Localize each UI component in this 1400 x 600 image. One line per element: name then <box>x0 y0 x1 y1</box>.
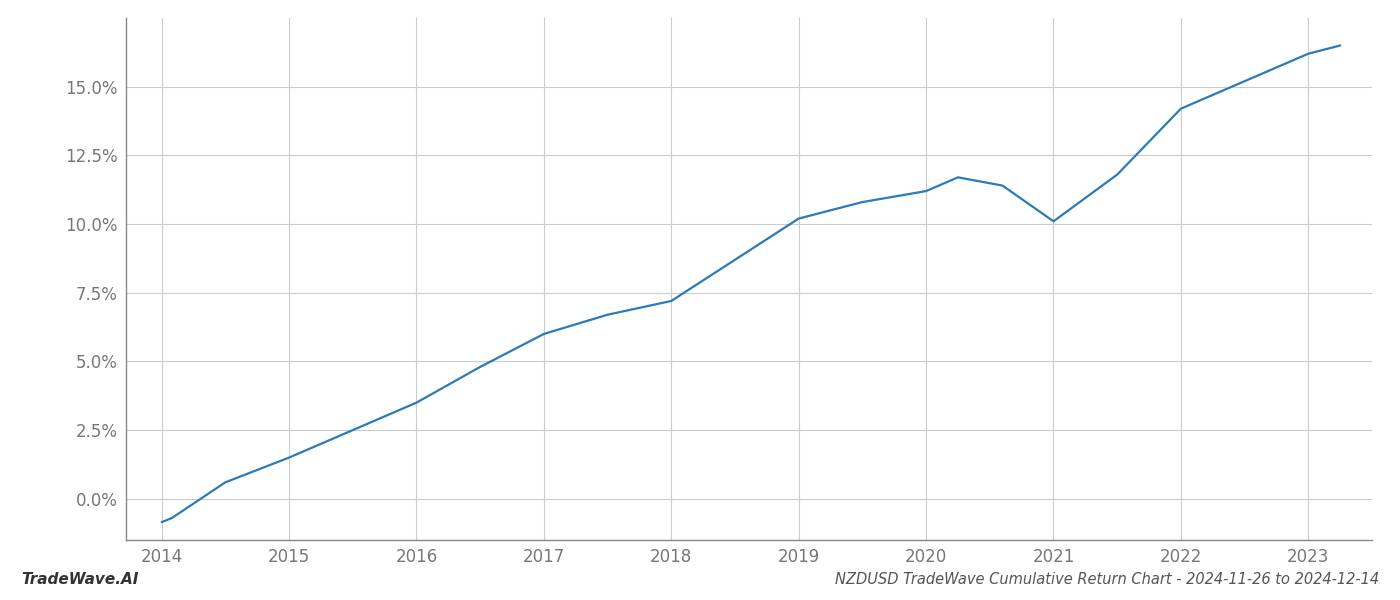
Text: TradeWave.AI: TradeWave.AI <box>21 572 139 587</box>
Text: NZDUSD TradeWave Cumulative Return Chart - 2024-11-26 to 2024-12-14: NZDUSD TradeWave Cumulative Return Chart… <box>834 572 1379 587</box>
